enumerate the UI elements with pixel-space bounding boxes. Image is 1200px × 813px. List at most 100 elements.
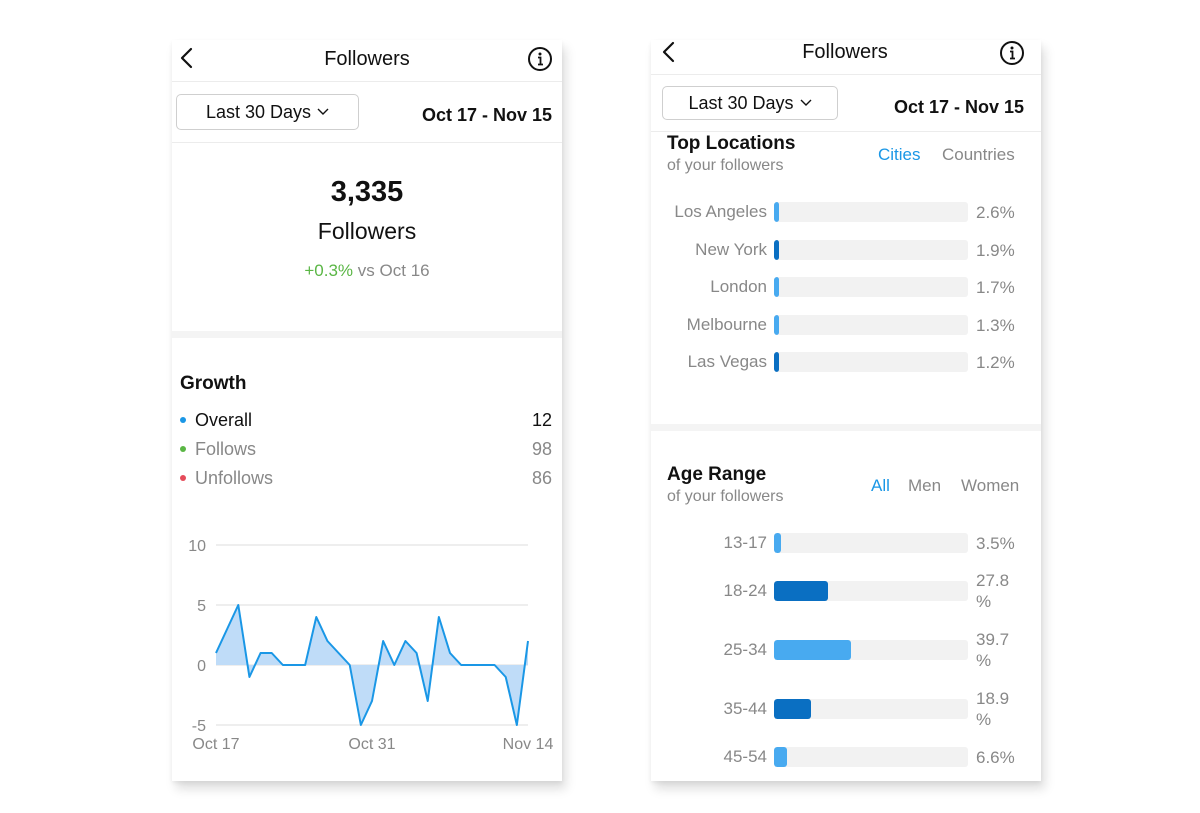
bar-row: 45-54 6.6% xyxy=(651,745,1041,769)
bar-fill xyxy=(774,352,779,372)
bar-label: Melbourne xyxy=(686,315,767,334)
tab-women[interactable]: Women xyxy=(961,476,1020,495)
legend-label: Overall xyxy=(195,409,253,430)
legend-item-overall: Overall 12 xyxy=(180,408,552,432)
bar-label: New York xyxy=(695,240,767,259)
info-icon[interactable] xyxy=(527,46,553,72)
bar-row: Los Angeles 2.6% xyxy=(651,200,1041,224)
age-range-title: Age Range xyxy=(667,464,767,485)
bar-fill xyxy=(774,747,787,767)
top-locations-title: Top Locations xyxy=(667,133,796,154)
legend-dot xyxy=(180,475,186,481)
bar-fill xyxy=(774,277,779,297)
bar-track xyxy=(774,277,968,297)
tab-cities[interactable]: Cities xyxy=(878,145,921,164)
top-locations-subtitle: of your followers xyxy=(667,157,784,174)
bar-label: 18-24 xyxy=(723,581,767,600)
tab-all[interactable]: All xyxy=(871,476,890,495)
bar-track xyxy=(774,240,968,260)
bar-row: Las Vegas 1.2% xyxy=(651,350,1041,374)
bar-label: Las Vegas xyxy=(687,352,767,371)
chevron-left-icon[interactable] xyxy=(658,40,682,64)
bar-label: London xyxy=(710,277,767,296)
follower-count-label: Followers xyxy=(317,218,417,244)
bar-track xyxy=(774,699,968,719)
x-tick-label: Oct 17 xyxy=(192,736,239,753)
divider xyxy=(172,142,562,143)
y-tick-label: -5 xyxy=(192,718,206,735)
bar-percent: 1.7% xyxy=(976,278,1015,297)
growth-line xyxy=(215,604,529,726)
legend-label: Unfollows xyxy=(195,467,274,488)
bar-row: London 1.7% xyxy=(651,275,1041,299)
page-title: Followers xyxy=(324,48,410,70)
growth-area xyxy=(216,605,528,725)
date-range-dropdown[interactable]: Last 30 Days xyxy=(176,94,359,130)
bar-percent: 27.8 % xyxy=(976,571,1010,611)
bar-track xyxy=(774,533,968,553)
followers-screen-left: Followers Last 30 Days Oct 17 - Nov 15 3… xyxy=(172,40,562,781)
bar-label: 45-54 xyxy=(723,747,767,766)
divider xyxy=(651,74,1041,75)
bar-row: 35-44 18.9 % xyxy=(651,689,1041,729)
chevron-down-icon xyxy=(800,99,812,106)
bar-percent: 3.5% xyxy=(976,534,1015,553)
divider xyxy=(172,81,562,82)
bar-track xyxy=(774,352,968,372)
date-range-text: Oct 17 - Nov 15 xyxy=(893,97,1024,117)
bar-row: New York 1.9% xyxy=(651,238,1041,262)
legend-label: Follows xyxy=(195,438,257,459)
section-separator xyxy=(172,331,562,338)
x-tick-label: Oct 31 xyxy=(348,736,395,753)
bar-label: 35-44 xyxy=(723,699,767,718)
divider xyxy=(651,131,1041,132)
page-title: Followers xyxy=(802,41,888,63)
y-tick-label: 10 xyxy=(188,538,206,555)
bar-track xyxy=(774,202,968,222)
bar-row: 18-24 27.8 % xyxy=(651,571,1041,611)
bar-track xyxy=(774,747,968,767)
growth-title: Growth xyxy=(180,373,247,394)
bar-percent: 6.6% xyxy=(976,748,1015,767)
bar-fill xyxy=(774,315,779,335)
info-icon[interactable] xyxy=(999,40,1025,66)
date-range-text: Oct 17 - Nov 15 xyxy=(421,105,552,125)
bar-row: 13-17 3.5% xyxy=(651,531,1041,555)
bar-fill xyxy=(774,640,852,660)
x-tick-label: Nov 14 xyxy=(503,736,554,753)
bar-label: Los Angeles xyxy=(674,202,767,221)
bar-label: 25-34 xyxy=(723,640,767,659)
legend-dot xyxy=(180,417,186,423)
date-range-label: Last 30 Days xyxy=(205,101,312,122)
bar-fill xyxy=(774,581,828,601)
follower-count: 3,335 xyxy=(330,176,404,208)
y-tick-label: 0 xyxy=(197,658,206,675)
tab-men[interactable]: Men xyxy=(908,476,942,495)
bar-percent: 1.3% xyxy=(976,316,1015,335)
bar-percent: 1.9% xyxy=(976,241,1015,260)
y-tick-label: 5 xyxy=(197,598,206,615)
bar-percent: 1.2% xyxy=(976,353,1015,372)
bar-track xyxy=(774,581,968,601)
bar-track xyxy=(774,640,968,660)
section-separator xyxy=(651,424,1041,431)
tab-countries[interactable]: Countries xyxy=(942,145,1015,164)
date-range-dropdown[interactable]: Last 30 Days xyxy=(662,86,838,120)
legend-value: 86 xyxy=(531,467,552,488)
legend-value: 98 xyxy=(531,438,552,459)
bar-row: Melbourne 1.3% xyxy=(651,313,1041,337)
legend-dot xyxy=(180,446,186,452)
bar-fill xyxy=(774,240,779,260)
bar-row: 25-34 39.7 % xyxy=(651,630,1041,670)
bar-percent: 18.9 % xyxy=(976,689,1010,729)
legend-item-unfollows: Unfollows 86 xyxy=(180,466,552,490)
follower-delta: +0.3% vs Oct 16 xyxy=(172,261,562,281)
date-range-label: Last 30 Days xyxy=(688,92,794,113)
chevron-left-icon[interactable] xyxy=(176,46,200,70)
bar-percent: 2.6% xyxy=(976,203,1015,222)
bar-fill xyxy=(774,202,780,222)
bar-fill xyxy=(774,533,781,553)
bar-track xyxy=(774,315,968,335)
age-range-subtitle: of your followers xyxy=(667,488,784,505)
